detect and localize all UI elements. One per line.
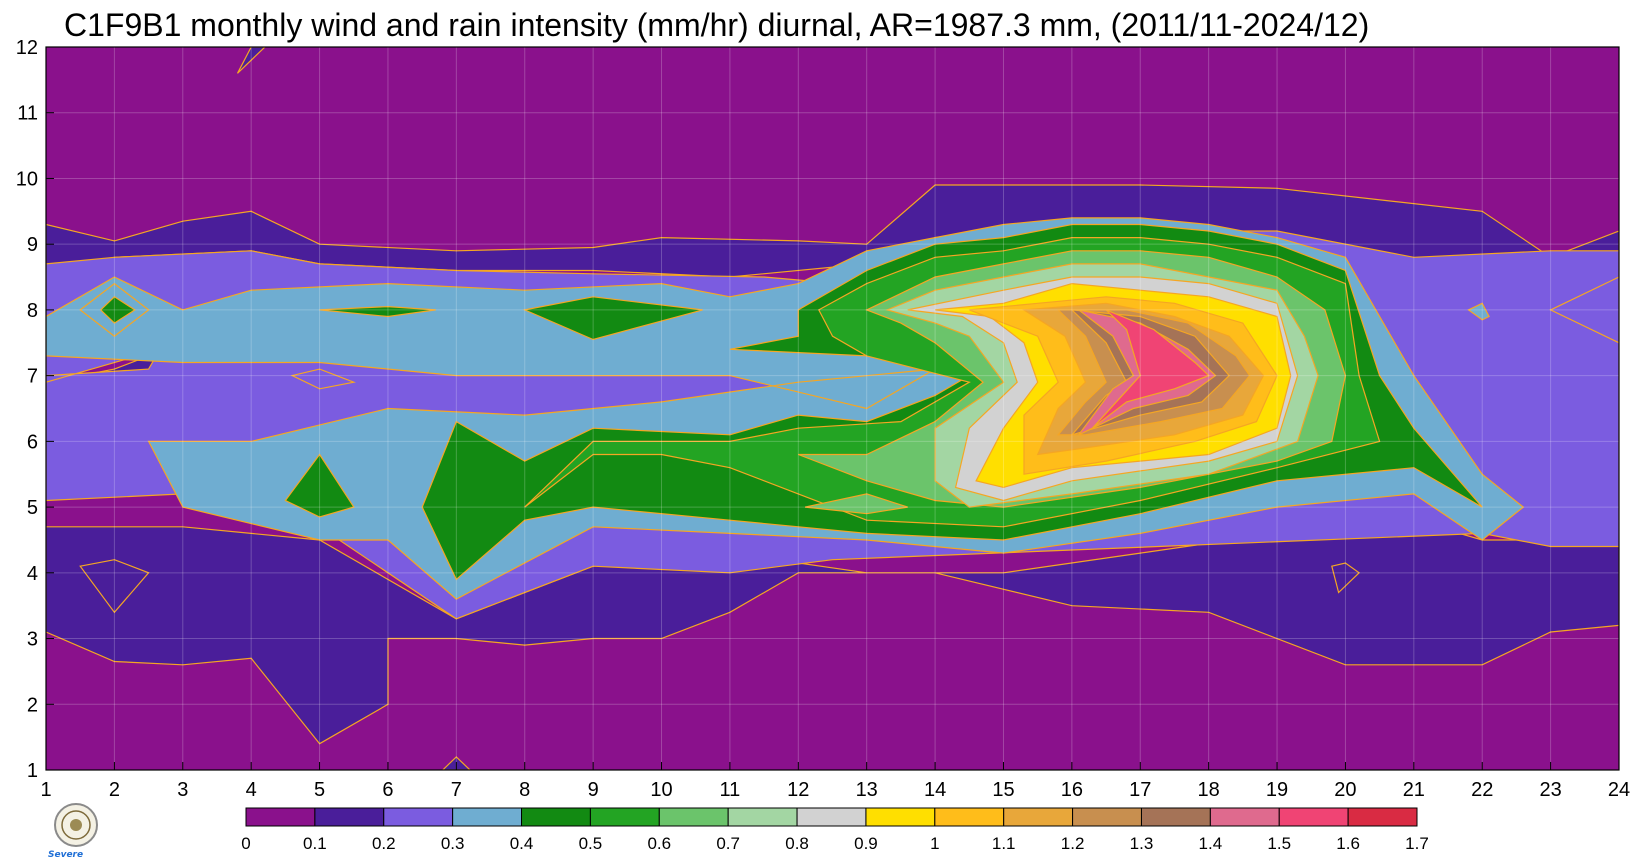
x-tick-label: 7 (451, 779, 462, 801)
x-tick-label: 10 (650, 779, 672, 801)
x-tick-label: 20 (1334, 779, 1356, 801)
colorbar-swatch (658, 807, 729, 827)
x-tick-label: 18 (1198, 779, 1220, 801)
colorbar-label: 0.4 (510, 834, 534, 853)
colorbar-label: 0.2 (372, 834, 396, 853)
colorbar-label: 1.3 (1130, 834, 1154, 853)
band-0.1-0.2-island (236, 47, 266, 74)
y-tick-label: 4 (27, 563, 38, 585)
colorbar-label: 0.6 (647, 834, 671, 853)
x-tick-label: 3 (177, 779, 188, 801)
colorbar-label: 1.2 (1061, 834, 1085, 853)
colorbar-swatch (1072, 807, 1142, 827)
y-tick-label: 1 (27, 760, 38, 782)
band-0.4-0.5-island (319, 305, 436, 318)
x-tick-label: 15 (992, 779, 1014, 801)
colorbar-swatch (383, 807, 454, 827)
colorbar-label: 0.8 (785, 834, 809, 853)
band-0.4-0.5-island (99, 296, 137, 324)
colorbar-swatch (1278, 807, 1349, 827)
colorbar-label: 1 (930, 834, 939, 853)
colorbar-swatch (796, 807, 867, 827)
y-tick-label: 5 (27, 497, 38, 519)
x-tick-label: 6 (382, 779, 393, 801)
colorbar: 0 0.1 0.2 0.3 0.4 0.5 0.6 0.7 0.8 0.9 1 1.1 1.2 1.3 1.… (241, 807, 1429, 853)
x-tick-label: 4 (246, 779, 257, 801)
colorbar-label: 0 (241, 834, 250, 853)
x-axis: 1 2 3 4 5 6 7 8 9 10 11 12 13 14 15 16 17 18 19 20 21 22 23 24 (40, 762, 1630, 801)
colorbar-swatch (865, 807, 936, 827)
colorbar-label: 0.9 (854, 834, 878, 853)
lab-logo: Severe Storm Lab. (48, 803, 98, 860)
x-tick-label: 16 (1061, 779, 1083, 801)
x-tick-label: 5 (314, 779, 325, 801)
y-tick-label: 7 (27, 366, 38, 388)
x-tick-label: 8 (519, 779, 530, 801)
colorbar-label: 0.3 (441, 834, 465, 853)
colorbar-label: 1.6 (1336, 834, 1360, 853)
band-0.6-0.7-island (804, 493, 908, 515)
x-tick-label: 2 (109, 779, 120, 801)
colorbar-label: 0.5 (579, 834, 603, 853)
x-tick-label: 22 (1471, 779, 1493, 801)
colorbar-swatch (934, 807, 1005, 827)
colorbar-swatch (521, 807, 591, 827)
y-tick-label: 11 (17, 103, 38, 125)
x-tick-label: 12 (787, 779, 809, 801)
x-tick-label: 9 (588, 779, 599, 801)
colorbar-swatch (1209, 807, 1280, 827)
colorbar-swatch (1003, 807, 1074, 827)
y-tick-label: 8 (27, 300, 38, 322)
colorbar-swatch (1140, 807, 1211, 827)
band-0.4-0.5-island (522, 296, 703, 341)
svg-text:Severe: Severe (48, 850, 83, 860)
colorbar-swatch (1347, 807, 1418, 827)
band-0.2-0.3-island (290, 368, 356, 390)
grid-lines (46, 47, 1619, 770)
y-tick-label: 12 (16, 37, 38, 59)
plot-area (46, 47, 1619, 770)
colorbar-swatch (245, 807, 316, 827)
chart-title: C1F9B1 monthly wind and rain intensity (… (64, 7, 1369, 43)
band-0.1-0.2-island (79, 559, 150, 614)
x-tick-label: 23 (1539, 779, 1561, 801)
colorbar-swatch (314, 807, 385, 827)
colorbar-label: 0.1 (303, 834, 327, 853)
x-tick-label: 17 (1129, 779, 1151, 801)
y-tick-label: 2 (27, 694, 38, 716)
colorbar-swatch (727, 807, 798, 827)
plot-frame (45, 46, 1620, 771)
colorbar-label: 1.4 (1199, 834, 1223, 853)
colorbar-swatch (452, 807, 523, 827)
colorbar-swatch (589, 807, 660, 827)
colorbar-label: 1.5 (1267, 834, 1291, 853)
y-tick-label: 10 (16, 168, 38, 190)
band-0.3-0.4-island (1467, 302, 1490, 321)
y-tick-label: 3 (27, 629, 38, 651)
x-tick-label: 11 (720, 779, 741, 801)
colorbar-label: 1.7 (1405, 834, 1429, 853)
band-1.5-1.6 (1091, 309, 1210, 429)
colorbar-label: 0.7 (716, 834, 740, 853)
band-0.4-0.5-island (284, 453, 355, 518)
band-0.2-0.3-island (1549, 276, 1619, 344)
x-tick-label: 14 (924, 779, 946, 801)
x-tick-label: 1 (40, 779, 51, 801)
x-tick-label: 19 (1266, 779, 1288, 801)
x-tick-label: 24 (1608, 779, 1630, 801)
y-tick-label: 6 (27, 431, 38, 453)
y-tick-label: 9 (27, 234, 38, 256)
colorbar-label: 1.1 (992, 834, 1016, 853)
band-0.1-0.2-island (1331, 562, 1361, 594)
x-tick-label: 13 (856, 779, 878, 801)
x-tick-label: 21 (1403, 779, 1425, 801)
